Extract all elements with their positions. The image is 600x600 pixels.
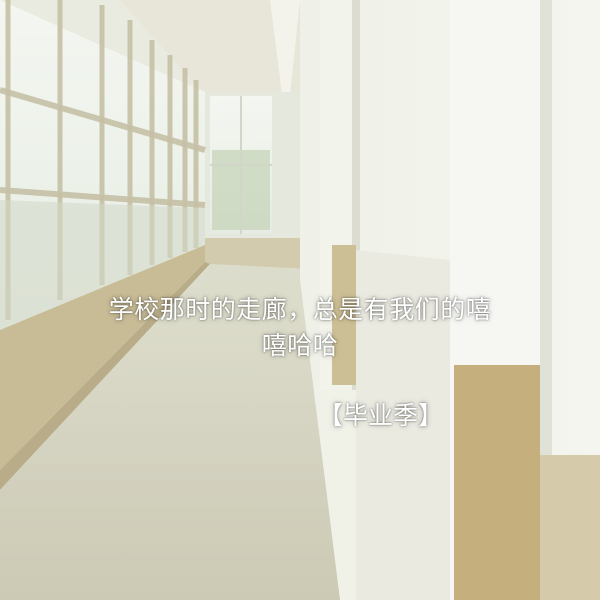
caption-tag: 【毕业季】 [318, 401, 444, 430]
caption-line-2: 嘻哈哈 [261, 331, 339, 360]
caption-line-1: 学校那时的走廊，总是有我们的嘻 [108, 295, 492, 324]
